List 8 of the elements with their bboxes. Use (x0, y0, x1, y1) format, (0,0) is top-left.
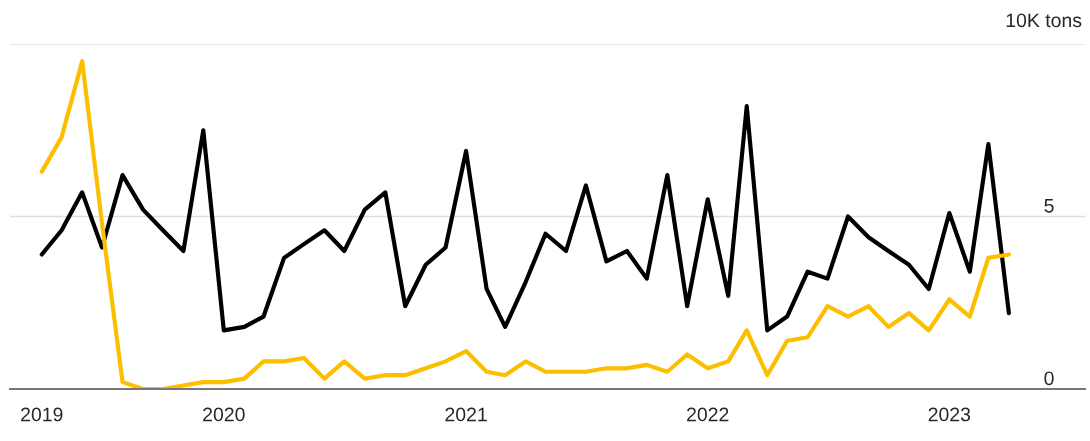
y-tick-label: 5 (1044, 199, 1054, 213)
x-tick-label: 2021 (445, 407, 487, 422)
x-tick-label: 2020 (203, 407, 245, 422)
y-axis-title: 10K tons (1006, 13, 1082, 28)
y-tick-label: 0 (1044, 371, 1054, 386)
x-tick-label: 2023 (928, 407, 971, 422)
x-tick-label: 2019 (21, 407, 63, 422)
x-tick-label: 2022 (687, 407, 729, 422)
